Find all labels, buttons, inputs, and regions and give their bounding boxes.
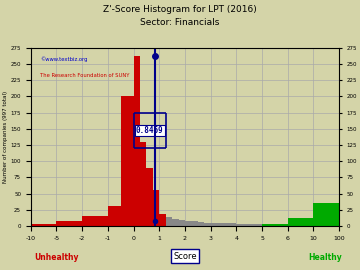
Bar	[108, 207, 121, 226]
Bar	[153, 190, 159, 226]
Text: The Research Foundation of SUNY: The Research Foundation of SUNY	[40, 73, 130, 78]
Bar	[211, 223, 224, 226]
Bar	[82, 216, 108, 226]
Bar	[121, 96, 134, 226]
Bar	[262, 224, 288, 226]
Bar	[134, 56, 140, 226]
Bar	[140, 142, 147, 226]
Bar	[159, 214, 166, 226]
Bar	[147, 168, 153, 226]
Bar	[236, 224, 249, 226]
Bar	[31, 224, 57, 226]
Bar	[192, 221, 198, 226]
Y-axis label: Number of companies (997 total): Number of companies (997 total)	[3, 91, 8, 183]
Text: Z'-Score Histogram for LPT (2016)
Sector: Financials: Z'-Score Histogram for LPT (2016) Sector…	[103, 5, 257, 27]
X-axis label: Score: Score	[173, 252, 197, 261]
Bar	[172, 219, 179, 226]
Text: ©www.textbiz.org: ©www.textbiz.org	[40, 57, 87, 62]
Text: Healthy: Healthy	[308, 252, 342, 262]
Text: Unhealthy: Unhealthy	[34, 252, 79, 262]
Bar	[224, 223, 236, 226]
Bar	[179, 220, 185, 226]
Bar	[314, 203, 339, 226]
Bar	[204, 223, 211, 226]
Bar	[249, 224, 262, 226]
Bar	[166, 217, 172, 226]
Bar	[57, 221, 82, 226]
Text: 0.8469: 0.8469	[136, 126, 163, 135]
Bar	[288, 218, 314, 226]
Bar	[185, 221, 192, 226]
Bar	[198, 222, 204, 226]
